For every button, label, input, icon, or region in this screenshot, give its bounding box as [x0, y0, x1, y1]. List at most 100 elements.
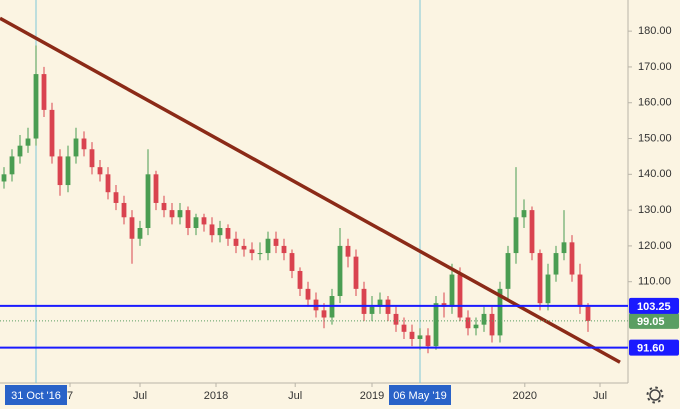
candle-body — [345, 245, 351, 257]
y-tick-label: 150.00 — [638, 132, 672, 144]
candle-body — [73, 138, 79, 157]
candle-body — [33, 74, 39, 139]
candle-body — [369, 306, 375, 314]
x-tick-label: 2020 — [513, 390, 537, 402]
candle-body — [9, 156, 15, 175]
candle-body — [121, 202, 127, 218]
crosshair-label-box — [389, 385, 451, 405]
candle-body — [97, 167, 103, 175]
y-tick-label: 130.00 — [638, 204, 672, 216]
candle-body — [353, 256, 359, 289]
candle-body — [273, 238, 279, 246]
x-tick-label: Jul — [133, 390, 147, 402]
candle-body — [153, 174, 159, 203]
candle-body — [537, 253, 543, 304]
candle-body — [473, 324, 479, 329]
candle-body — [113, 192, 119, 203]
x-tick-label: Jul — [288, 390, 302, 402]
y-tick-label: 110.00 — [638, 276, 671, 288]
x-tick-label: 7 — [67, 390, 73, 402]
candle-body — [513, 217, 519, 254]
candle-body — [561, 242, 567, 254]
y-tick-label: 170.00 — [638, 61, 672, 73]
candle-body — [193, 217, 199, 229]
candle-body — [569, 242, 575, 275]
candle-body — [249, 249, 255, 254]
candle-body — [521, 210, 527, 218]
gear-ring — [649, 389, 661, 401]
candle-body — [265, 238, 271, 254]
candle-body — [433, 303, 439, 347]
y-tick-label: 160.00 — [638, 97, 672, 109]
candle-body — [41, 74, 47, 110]
candle-body — [57, 156, 63, 186]
y-tick-label: 120.00 — [638, 240, 672, 252]
candle-body — [289, 253, 295, 271]
x-tick-label: 2019 — [360, 390, 384, 402]
candle-body — [337, 245, 343, 297]
last-price-box — [629, 312, 679, 329]
candle-body — [17, 145, 23, 157]
candle-body — [65, 156, 71, 186]
candle-body — [497, 288, 503, 336]
candle-body — [25, 138, 31, 146]
candle-body — [401, 324, 407, 332]
candle-body — [449, 274, 455, 307]
candle-body — [185, 210, 191, 229]
candle-body — [217, 228, 223, 236]
candle-body — [585, 306, 591, 321]
y-tick-label: 180.00 — [638, 25, 672, 37]
candle-body — [417, 335, 423, 339]
candle-body — [281, 245, 287, 254]
candle-body — [577, 274, 583, 307]
candle-body — [457, 274, 463, 318]
gear-teeth — [646, 386, 664, 404]
candle-body — [409, 331, 415, 339]
candle-body — [257, 253, 263, 255]
level-label: 103.25 — [637, 301, 671, 313]
candle-body — [321, 310, 327, 318]
candle-body — [465, 317, 471, 329]
y-tick-label: 140.00 — [638, 168, 672, 180]
candle-body — [209, 224, 215, 236]
x-tick-label: Jul — [593, 390, 607, 402]
candle-body — [377, 299, 383, 307]
candle-body — [233, 238, 239, 246]
candle-body — [529, 210, 535, 254]
candle-body — [393, 313, 399, 325]
last-price-label: 99.05 — [637, 316, 665, 328]
level-label: 91.60 — [637, 342, 665, 354]
candle-body — [89, 149, 95, 168]
level-box — [629, 297, 679, 314]
candle-body — [361, 288, 367, 314]
crosshair-label: 06 May '19 — [393, 390, 446, 402]
candle-body — [169, 210, 175, 218]
crosshair-label: 31 Oct '16 — [11, 390, 61, 402]
candle-body — [177, 210, 183, 218]
candle-body — [105, 174, 111, 193]
candle-body — [305, 288, 311, 300]
candle-body — [81, 138, 87, 150]
candle-body — [225, 228, 231, 239]
candle-body — [481, 313, 487, 325]
candle-body — [545, 274, 551, 304]
candle-body — [489, 313, 495, 336]
candle-body — [161, 202, 167, 211]
candle-body — [1, 174, 7, 182]
candle-body — [49, 109, 55, 157]
candle-body — [425, 335, 431, 347]
x-tick-label: 2018 — [204, 390, 228, 402]
candle-body — [505, 253, 511, 289]
crosshair-label-box — [5, 385, 67, 405]
candle-body — [129, 217, 135, 239]
level-box — [629, 339, 679, 356]
candle-body — [201, 217, 207, 225]
candle-body — [241, 245, 247, 250]
settings-icon[interactable] — [646, 386, 664, 404]
candle-body — [553, 253, 559, 275]
candle-body — [137, 228, 143, 239]
candle-body — [297, 270, 303, 289]
